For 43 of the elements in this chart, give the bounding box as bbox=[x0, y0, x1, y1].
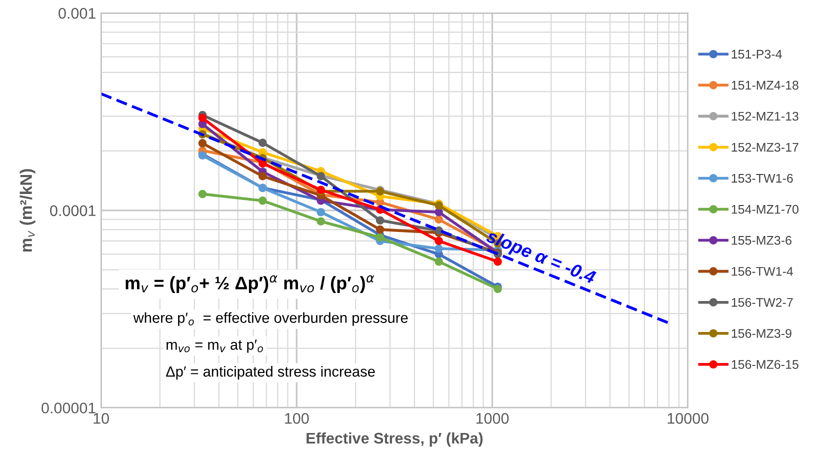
y-tick-label: 0.001 bbox=[58, 8, 96, 19]
legend-label: 156-MZ3-9 bbox=[732, 329, 792, 338]
annotation: slope α = -0.4 bbox=[484, 228, 597, 288]
x-tick-label: 100 bbox=[285, 413, 309, 424]
point bbox=[376, 216, 384, 225]
point bbox=[198, 139, 207, 148]
x-tick-label: 1000 bbox=[476, 413, 509, 424]
annotation: Δp′ = anticipated stress increase bbox=[166, 366, 375, 380]
legend-label: 151-P3-4 bbox=[732, 50, 782, 59]
point bbox=[376, 233, 384, 242]
legend-label: 151-MZ4-18 bbox=[732, 80, 798, 90]
y-axis-title: m$_{v}$ (m²/kN) bbox=[20, 169, 36, 252]
y-tick-label: 0.00001 bbox=[42, 402, 96, 414]
text: m$_{v}$ = (p′$_{o}$+ ½ Δp′)$^{α}$ m$_{vo}$ / (p′$_{o}$)$^{α}$ bbox=[126, 275, 374, 294]
legend-label: 154-MZ1-70 bbox=[732, 204, 798, 214]
point bbox=[494, 284, 502, 294]
point bbox=[258, 172, 267, 180]
point bbox=[434, 236, 443, 246]
legend-label: 153-TW1-6 bbox=[732, 174, 793, 183]
point bbox=[434, 244, 443, 253]
point bbox=[198, 190, 207, 198]
point bbox=[434, 208, 443, 216]
y-tick-label: 0.0001 bbox=[50, 205, 96, 216]
annotation: m$_{vo}$ = m$_{v}$ at p′$_{o}$ bbox=[166, 340, 263, 353]
legend-label: 155-MZ3-6 bbox=[732, 236, 792, 245]
x-tick-label: 10000 bbox=[668, 413, 709, 424]
legend-label: 156-TW1-4 bbox=[732, 266, 793, 276]
legend-label: 156-MZ6-15 bbox=[732, 360, 798, 369]
point bbox=[376, 225, 384, 234]
point bbox=[316, 208, 326, 216]
point bbox=[258, 138, 267, 147]
x-axis-title: Effective Stress, p′ (kPa) bbox=[306, 432, 483, 447]
point bbox=[434, 215, 443, 224]
legend-label: 152-MZ3-17 bbox=[732, 142, 798, 152]
point bbox=[434, 257, 443, 266]
point bbox=[494, 257, 502, 266]
point bbox=[258, 196, 267, 205]
x-tick-label: 10 bbox=[94, 413, 109, 424]
annotation: where p′$_{o}$ = effective overburden pressure bbox=[133, 312, 408, 326]
legend-label: 152-MZ1-13 bbox=[732, 112, 798, 121]
point bbox=[198, 114, 207, 122]
legend-label: 156-TW2-7 bbox=[732, 298, 793, 307]
point bbox=[316, 217, 326, 226]
